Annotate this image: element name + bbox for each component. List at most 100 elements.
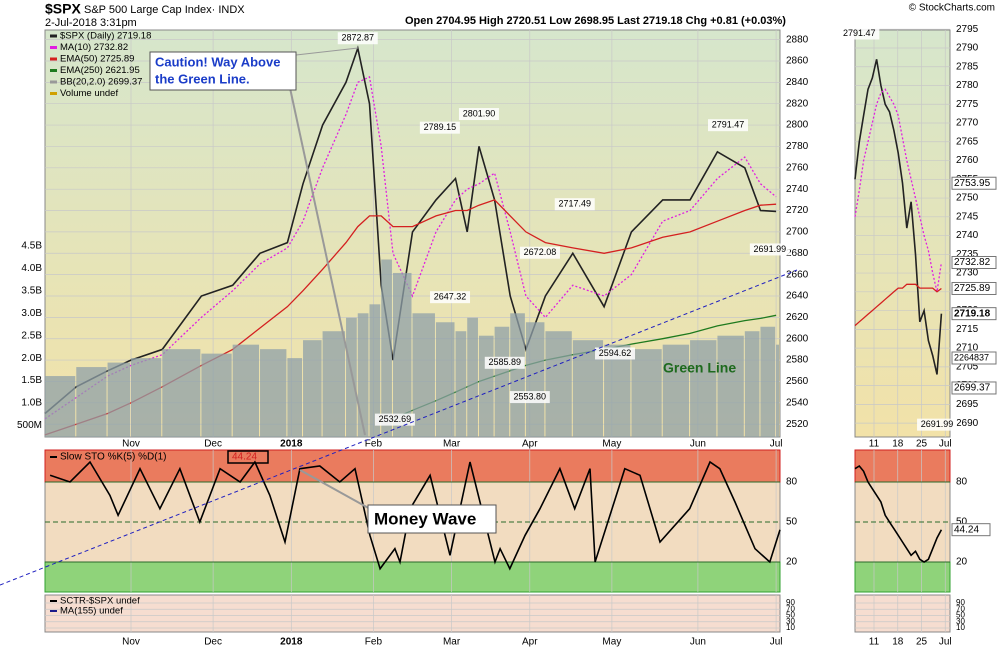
y-tick-label: 2780 (956, 80, 979, 91)
x-tick-label: Jul (939, 637, 952, 648)
y-tick-label: 90 (956, 598, 965, 607)
y-tick-label: 50 (786, 611, 795, 620)
y-tick-label: 2705 (956, 361, 979, 372)
x-tick-label: Nov (122, 637, 140, 648)
y-tick-label: 2840 (786, 77, 809, 88)
volume-bar (201, 353, 232, 437)
legend-entry: BB(20,2.0) 2699.37 (60, 77, 142, 88)
x-tick-label: Jul (770, 439, 783, 450)
y-tick-label: 2700 (786, 227, 809, 238)
y-tick-label: 2740 (786, 184, 809, 195)
x-tick-label: 25 (916, 637, 928, 648)
y-tick-label: 2820 (786, 98, 809, 109)
volume-bar (631, 349, 662, 437)
y-tick-label: 2740 (956, 230, 979, 241)
datetime: 2-Jul-2018 3:31pm (45, 17, 137, 29)
annotation: 2672.08 (524, 247, 557, 257)
annotation: 2791.47 (843, 28, 876, 38)
volume-bar (162, 349, 201, 437)
volume-bar (494, 326, 510, 437)
annotation-box (917, 418, 958, 431)
volume-bar (412, 313, 435, 437)
volume-bar (232, 344, 260, 437)
price-tag-label: 2699.37 (954, 383, 991, 394)
annotation-box (337, 32, 378, 45)
volume-bar (760, 326, 776, 437)
panel-value: 44.24 (232, 452, 257, 463)
series-line (44, 76, 777, 420)
x-tick-label: Feb (365, 637, 383, 648)
y-tick-label: 2765 (956, 136, 979, 147)
x-tick-label: Mar (443, 637, 461, 648)
y-tick-label: 2760 (956, 155, 979, 166)
y-tick-label: 70 (956, 604, 965, 613)
annotation: 2594.62 (599, 348, 632, 358)
index-name: S&P 500 Large Cap Index· INDX (84, 4, 245, 16)
legend-entry: SCTR-$SPX undef (60, 596, 140, 607)
volume-tag (951, 351, 997, 365)
y-tick-label: 50 (956, 517, 968, 528)
y-tick-label: 2680 (786, 248, 809, 259)
annotation: 2691.99 (754, 244, 787, 254)
y-tick-label: 2540 (786, 397, 809, 408)
y-tick-label: 2780 (786, 141, 809, 152)
y-tick-label: 2730 (956, 268, 979, 279)
y-tick-label: 2750 (956, 193, 979, 204)
x-tick-label: Nov (122, 439, 140, 450)
legend-entry: EMA(50) 2725.89 (60, 54, 134, 65)
symbol: $SPX (45, 1, 81, 17)
price-tag-label: 2725.89 (954, 283, 991, 294)
volume-bar (525, 322, 545, 437)
mini-price-panel (854, 29, 951, 438)
price-tag (951, 176, 997, 190)
series-line (854, 88, 943, 292)
credit: © StockCharts.com (909, 3, 995, 14)
price-tag-label: 2753.95 (954, 178, 991, 189)
annotation: 2801.90 (463, 108, 496, 118)
y-tick-label: 2710 (956, 343, 979, 354)
legend-entry: Volume undef (60, 88, 118, 99)
x-tick-label: Dec (204, 637, 222, 648)
y-tick-label: 2520 (786, 419, 809, 430)
y2-tick-label: 3.5B (21, 286, 42, 297)
x-tick-label: Apr (522, 637, 538, 648)
volume-bar (346, 317, 357, 437)
legend-entry: $SPX (Daily) 2719.18 (60, 31, 151, 42)
x-tick-label: 25 (916, 439, 928, 450)
volume-bar (287, 358, 303, 437)
annotation-box (595, 347, 636, 360)
volume-bar (260, 349, 287, 437)
volume-bar (545, 331, 572, 437)
annotation-box (519, 246, 560, 259)
annotation: 2532.69 (379, 414, 412, 424)
x-tick-label: May (602, 637, 621, 648)
overbought-zone (44, 449, 781, 483)
callout: Money Wave (374, 509, 476, 528)
x-tick-label: 2018 (280, 637, 303, 648)
volume-bar (478, 335, 494, 437)
panel-title: Slow STO %K(5) %D(1) (60, 452, 167, 463)
y-tick-label: 2775 (956, 99, 979, 110)
x-tick-label: Jul (939, 439, 952, 450)
callout: the Green Line. (155, 71, 250, 86)
series-line (854, 464, 943, 563)
annotation: 2789.15 (424, 122, 457, 132)
x-tick-label: 18 (892, 439, 904, 450)
y-tick-label: 2720 (786, 205, 809, 216)
y2-tick-label: 1.5B (21, 375, 42, 386)
annotation-box (749, 243, 790, 256)
y2-tick-label: 4.0B (21, 263, 42, 274)
y2-tick-label: 500M (17, 420, 42, 431)
price-tag-label: 2732.82 (954, 257, 991, 268)
annotation: 2791.47 (712, 120, 745, 130)
pointer (295, 47, 359, 56)
annotation-box (419, 121, 460, 134)
volume-bar (381, 259, 392, 437)
y-tick-label: 2795 (956, 24, 979, 35)
y-tick-label: 2770 (956, 118, 979, 129)
y-tick-label: 90 (786, 598, 795, 607)
annotation: 2872.87 (341, 33, 374, 43)
volume-bar (510, 313, 525, 437)
volume-bar (369, 304, 381, 437)
